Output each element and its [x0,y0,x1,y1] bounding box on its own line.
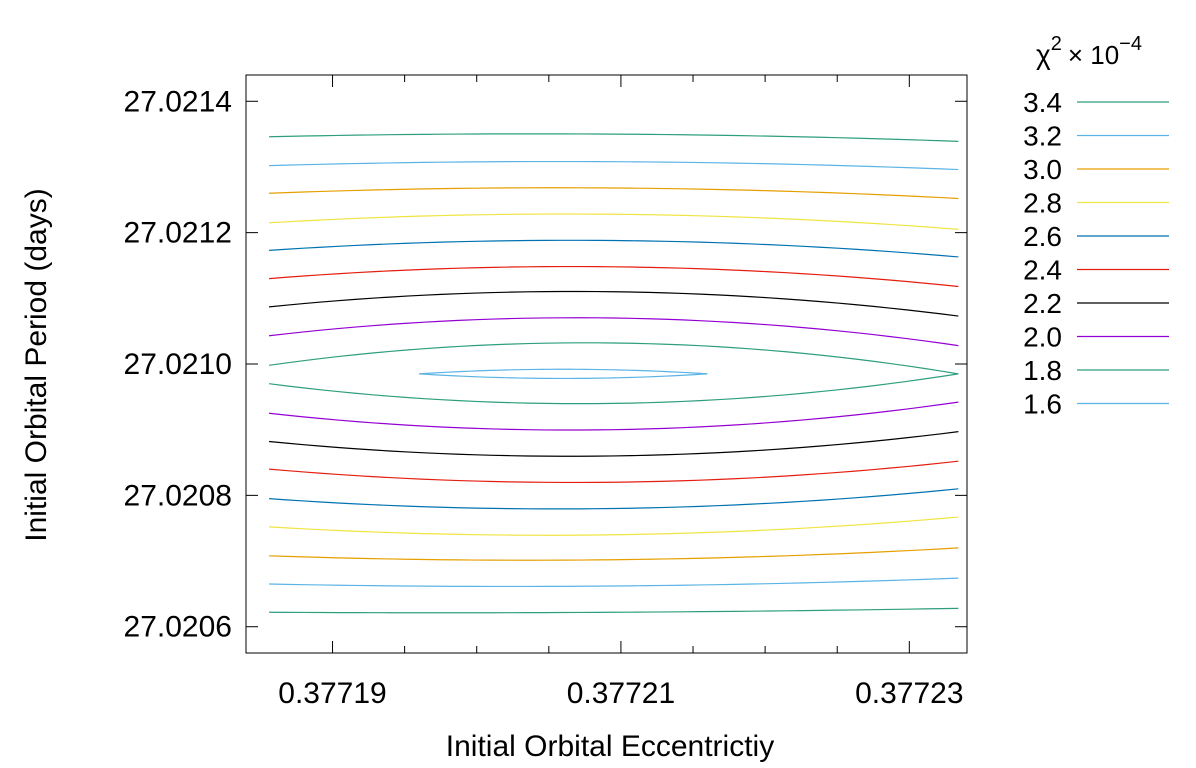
x-tick-label-0: 0.37719 [278,677,386,710]
x-tick-label-2: 0.37723 [855,677,963,710]
legend-label-1: 3.2 [1023,121,1062,152]
legend: 3.43.23.02.82.62.42.22.01.81.6 [1023,87,1169,420]
y-tick-label-4: 27.0214 [124,85,232,118]
legend-label-2: 3.0 [1023,154,1062,185]
contour-2-8 [269,213,959,536]
contour-1-8 [268,342,959,405]
legend-label-8: 1.8 [1023,355,1062,386]
y-tick-label-3: 27.0212 [124,217,232,250]
contour-2-6 [269,239,959,510]
legend-label-3: 2.8 [1023,188,1062,219]
contour-3-4 [269,133,959,614]
legend-label-6: 2.2 [1023,288,1062,319]
contour-1-6 [419,368,708,380]
y-tick-label-1: 27.0208 [124,479,232,512]
legend-label-4: 2.6 [1023,221,1062,252]
x-tick-label-1: 0.37721 [567,677,675,710]
legend-title: χ2 × 10−4 [1036,33,1142,70]
contour-2-4 [269,265,959,484]
y-tick-label-0: 27.0206 [124,611,232,644]
contour-2-0 [269,317,959,431]
y-axis-title: Initial Orbital Period (days) [20,188,53,541]
legend-label-5: 2.4 [1023,255,1062,286]
y-tick-label-2: 27.0210 [124,348,232,381]
x-axis-title: Initial Orbital Eccentrictiy [446,730,774,763]
contour-lines [268,133,959,614]
contour-3-0 [269,187,959,561]
legend-label-7: 2.0 [1023,322,1062,353]
legend-label-9: 1.6 [1023,389,1062,420]
tick-labels: 0.37719 0.37721 0.37723 27.0206 27.0208 27.02… [124,85,964,710]
axis-ticks [246,75,967,653]
contour-2-2 [269,290,959,457]
contour-3-2 [269,160,959,588]
legend-label-0: 3.4 [1023,87,1062,118]
